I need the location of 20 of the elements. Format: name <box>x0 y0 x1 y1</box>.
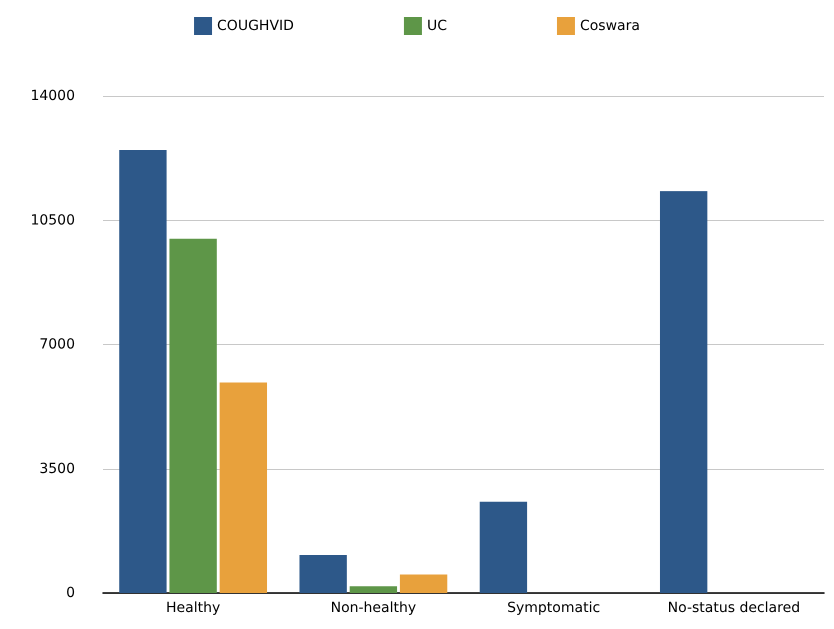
bar <box>220 382 268 593</box>
y-tick-label: 3500 <box>39 460 75 477</box>
bar <box>350 586 398 593</box>
x-tick-label: No-status declared <box>668 600 800 616</box>
y-tick-label: 7000 <box>39 336 75 352</box>
x-tick-label: Non-healthy <box>330 600 416 616</box>
bar <box>480 502 528 593</box>
legend-label: COUGHVID <box>217 18 294 34</box>
legend-label: UC <box>426 18 448 34</box>
y-tick-label: 0 <box>66 585 75 601</box>
x-tick-label: Healthy <box>166 600 220 616</box>
legend-label: Coswara <box>580 18 640 34</box>
bar <box>660 191 708 593</box>
y-tick-label: 14000 <box>30 88 75 104</box>
y-tick-label: 10500 <box>30 212 75 228</box>
bar <box>299 555 347 593</box>
bar <box>400 574 448 593</box>
bar <box>119 150 167 593</box>
x-tick-label: Symptomatic <box>507 600 600 616</box>
bar <box>169 238 217 593</box>
